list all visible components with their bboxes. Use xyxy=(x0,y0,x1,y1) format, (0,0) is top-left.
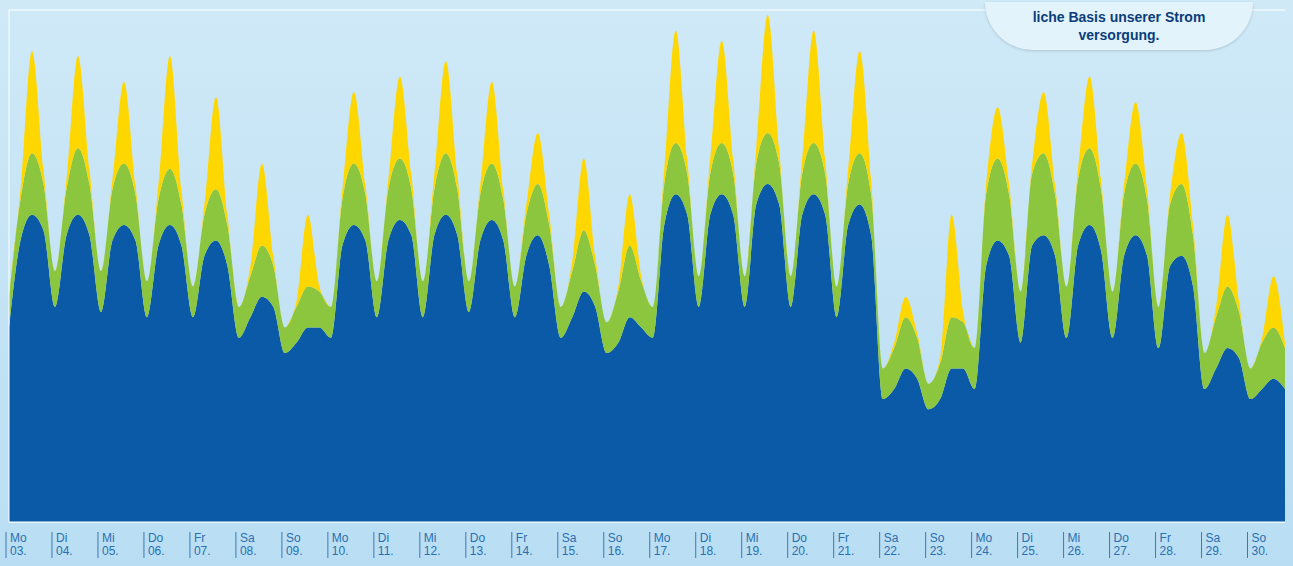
svg-text:So09.: So09. xyxy=(286,531,303,558)
svg-text:Mi05.: Mi05. xyxy=(102,531,119,558)
svg-text:Fr07.: Fr07. xyxy=(194,531,211,558)
svg-text:So16.: So16. xyxy=(608,531,625,558)
svg-text:Mo17.: Mo17. xyxy=(654,531,671,558)
svg-text:Do06.: Do06. xyxy=(148,531,165,558)
svg-text:Do27.: Do27. xyxy=(1114,531,1131,558)
svg-text:Mo24.: Mo24. xyxy=(976,531,993,558)
svg-text:Mo10.: Mo10. xyxy=(332,531,349,558)
svg-text:Di18.: Di18. xyxy=(700,531,717,558)
svg-text:So30.: So30. xyxy=(1252,531,1269,558)
html-text:liche Basis unserer Strom vers: liche Basis unserer Strom versorgung. xyxy=(1032,9,1206,43)
svg-text:Sa08.: Sa08. xyxy=(240,531,257,558)
svg-text:Mi12.: Mi12. xyxy=(424,531,441,558)
svg-text:Sa22.: Sa22. xyxy=(884,531,901,558)
svg-text:Mi26.: Mi26. xyxy=(1068,531,1085,558)
svg-text:Sa29.: Sa29. xyxy=(1206,531,1223,558)
svg-text:Do13.: Do13. xyxy=(470,531,487,558)
svg-text:Fr28.: Fr28. xyxy=(1160,531,1177,558)
svg-text:Di04.: Di04. xyxy=(56,531,73,558)
svg-text:Mo03.: Mo03. xyxy=(10,531,27,558)
svg-text:Di25.: Di25. xyxy=(1022,531,1039,558)
svg-text:Mi19.: Mi19. xyxy=(746,531,763,558)
svg-text:Di11.: Di11. xyxy=(378,531,394,558)
svg-text:Fr21.: Fr21. xyxy=(838,531,855,558)
svg-text:Do20.: Do20. xyxy=(792,531,809,558)
svg-text:So23.: So23. xyxy=(930,531,947,558)
svg-text:Sa15.: Sa15. xyxy=(562,531,579,558)
svg-text:Fr14.: Fr14. xyxy=(516,531,533,558)
